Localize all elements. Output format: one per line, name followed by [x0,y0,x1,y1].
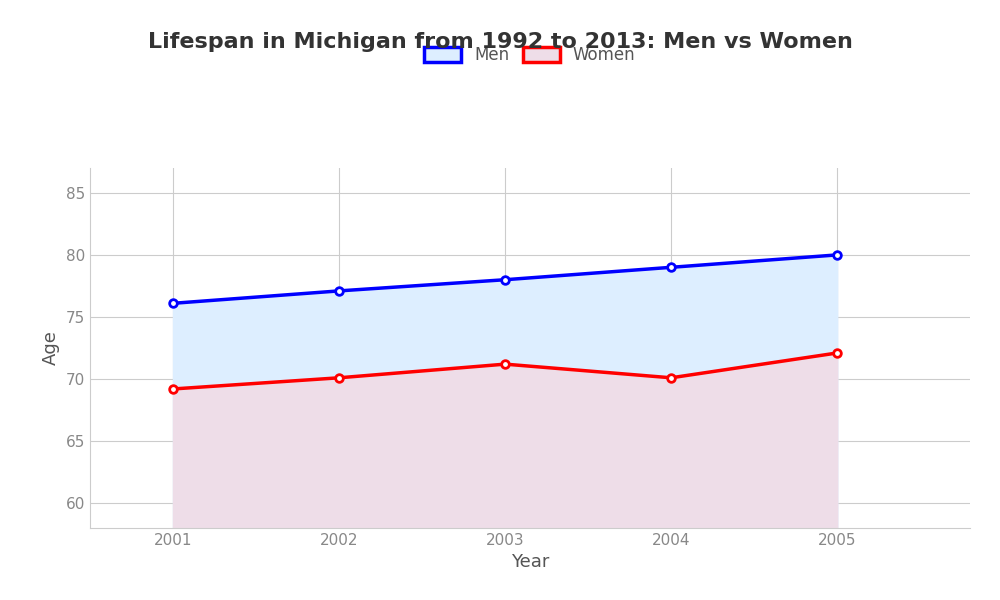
Text: Lifespan in Michigan from 1992 to 2013: Men vs Women: Lifespan in Michigan from 1992 to 2013: … [148,32,852,52]
Legend: Men, Women: Men, Women [418,40,642,71]
X-axis label: Year: Year [511,553,549,571]
Y-axis label: Age: Age [42,331,60,365]
